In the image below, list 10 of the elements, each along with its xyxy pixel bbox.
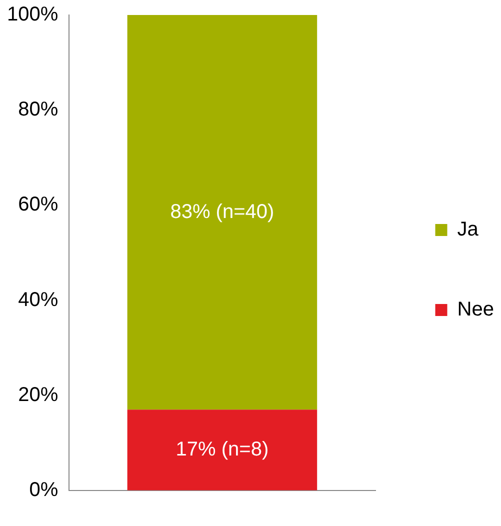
- y-tick-label: 100%: [6, 4, 58, 26]
- y-tick-label: 40%: [18, 288, 58, 311]
- data-label: 83% (n=40): [170, 200, 274, 223]
- legend-label: Ja: [457, 218, 480, 241]
- y-tick-label: 20%: [18, 384, 58, 406]
- y-tick-label: 60%: [18, 194, 58, 216]
- data-label: 17% (n=8): [176, 438, 269, 461]
- y-tick-label: 0%: [29, 478, 58, 501]
- legend-label: Nee: [457, 298, 494, 321]
- y-tick-label: 80%: [18, 98, 58, 121]
